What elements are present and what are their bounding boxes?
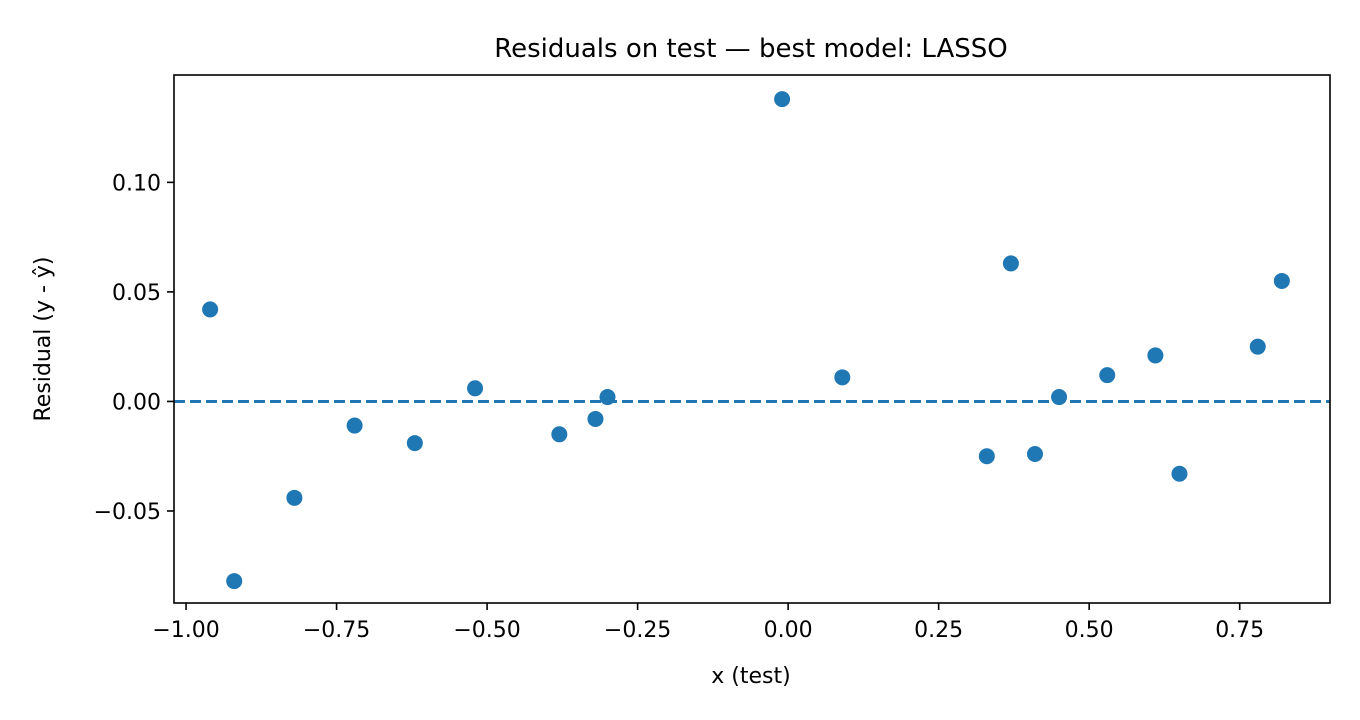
- plot-frame: [173, 74, 1331, 604]
- data-point: [551, 426, 568, 443]
- data-point: [1171, 465, 1188, 482]
- y-tick-label: 0.05: [112, 281, 161, 306]
- data-point: [834, 369, 851, 386]
- data-point: [346, 417, 363, 434]
- data-point: [587, 410, 604, 427]
- y-axis: −0.05 0.00 0.05 0.10: [94, 171, 174, 525]
- data-point: [1002, 255, 1019, 272]
- x-tick-label: −1.00: [152, 618, 219, 643]
- x-tick-label: −0.75: [303, 618, 370, 643]
- y-tick-label: 0.10: [112, 171, 161, 196]
- y-tick-label: 0.00: [112, 390, 161, 415]
- y-tick-label: −0.05: [94, 500, 161, 525]
- data-point: [978, 448, 995, 465]
- data-point: [1099, 367, 1116, 384]
- x-tick-label: −0.50: [453, 618, 520, 643]
- x-axis: −1.00 −0.75 −0.50 −0.25 0.00 0.25 0.50 0.75: [152, 603, 1264, 643]
- data-point: [467, 380, 484, 397]
- data-point: [286, 489, 303, 506]
- data-point: [226, 573, 243, 590]
- x-tick-label: 0.25: [914, 618, 963, 643]
- x-tick-label: −0.25: [604, 618, 671, 643]
- x-tick-label: 0.00: [764, 618, 813, 643]
- data-point: [1026, 446, 1043, 463]
- chart-title: Residuals on test — best model: LASSO: [494, 34, 1008, 64]
- data-point: [774, 91, 791, 108]
- x-tick-label: 0.50: [1065, 618, 1114, 643]
- data-point: [1051, 389, 1068, 406]
- data-points: [202, 91, 1290, 590]
- data-point: [202, 301, 219, 318]
- x-tick-label: 0.75: [1215, 618, 1264, 643]
- data-point: [406, 435, 423, 452]
- data-point: [1249, 338, 1266, 355]
- x-axis-label: x (test): [711, 664, 790, 689]
- data-point: [1147, 347, 1164, 364]
- data-point: [599, 389, 616, 406]
- data-point: [1273, 272, 1290, 289]
- y-axis-label: Residual (y - ŷ): [31, 256, 56, 421]
